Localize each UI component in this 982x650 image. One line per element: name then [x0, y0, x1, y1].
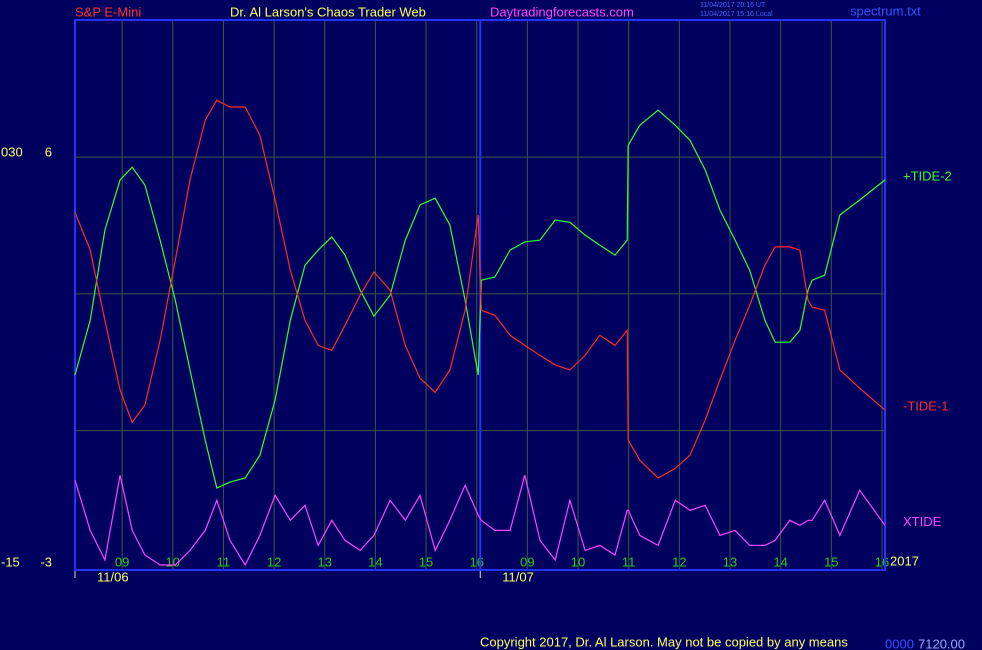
price: 7120.00 — [918, 636, 965, 650]
y2-tick-label: 030 — [1, 145, 23, 160]
x-tick-label: 10 — [166, 554, 180, 569]
x-tick-label: 09 — [520, 554, 534, 569]
site-title: Dr. Al Larson's Chaos Trader Web — [230, 4, 426, 19]
x-tick-label: 11 — [217, 554, 231, 569]
series-line — [74, 109, 886, 489]
x-tick-label: 13 — [723, 554, 737, 569]
series-label: +TIDE-2 — [903, 168, 952, 183]
instrument: S&P E-Mini — [75, 4, 141, 19]
file-name: spectrum.txt — [850, 3, 921, 18]
series-label: XTIDE — [903, 514, 942, 529]
copyright: Copyright 2017, Dr. Al Larson. May not b… — [480, 634, 848, 649]
x-tick-label: 11 — [622, 554, 636, 569]
series-line — [74, 475, 886, 567]
x-tick-label: 15 — [419, 554, 433, 569]
x-tick-label: 12 — [267, 554, 281, 569]
x-tick-label: 12 — [672, 554, 686, 569]
year-label: 2017 — [890, 553, 919, 568]
x-tick-label: 14 — [773, 554, 787, 569]
time-local: 11/04/2017 15:16 Local — [700, 11, 773, 18]
site-url: Daytradingforecasts.com — [490, 4, 634, 19]
y-tick-label: 6 — [45, 145, 52, 160]
date-label: 11/07 — [502, 569, 534, 584]
series-label: -TIDE-1 — [903, 398, 949, 413]
y2-tick-label: -15 — [1, 555, 20, 570]
x-tick-label: 09 — [115, 554, 129, 569]
y-tick-label: -3 — [40, 555, 52, 570]
date-label: 11/06 — [97, 569, 129, 584]
x-tick-label: 16 — [875, 554, 889, 569]
x-tick-label: 15 — [824, 554, 838, 569]
x-tick-label: 13 — [318, 554, 332, 569]
status-code: 0000 — [885, 636, 914, 650]
x-tick-label: 16 — [469, 554, 483, 569]
plot-border — [74, 19, 886, 571]
x-tick-label: 14 — [368, 554, 382, 569]
x-tick-label: 10 — [571, 554, 585, 569]
series-line — [74, 99, 886, 479]
time-ut: 11/04/2017 20:16 UT — [700, 2, 766, 9]
